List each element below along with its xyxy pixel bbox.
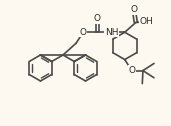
Text: OH: OH [140, 17, 154, 26]
Text: NH: NH [105, 28, 119, 37]
Text: O: O [128, 66, 135, 75]
Text: O: O [130, 5, 137, 14]
Text: O: O [80, 28, 87, 37]
Text: O: O [94, 14, 101, 23]
